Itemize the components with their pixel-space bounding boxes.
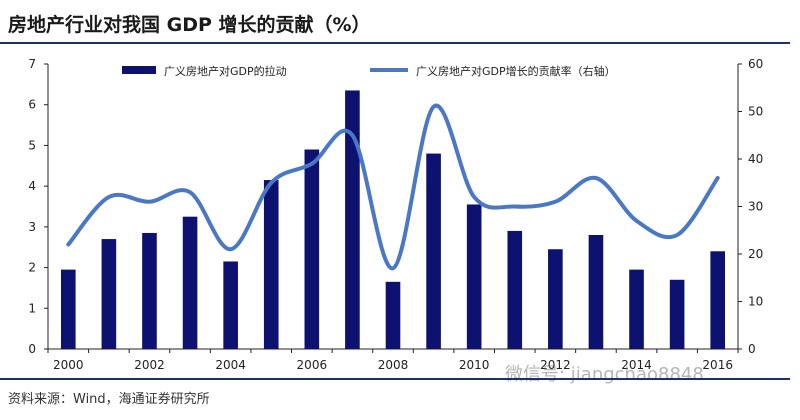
right-tick-label: 50 <box>748 105 763 119</box>
bar <box>426 153 441 349</box>
bar <box>101 239 117 349</box>
bar <box>223 261 238 349</box>
left-tick-label: 0 <box>28 342 36 356</box>
bar <box>385 281 401 349</box>
left-tick-label: 2 <box>28 261 36 275</box>
source-note: 资料来源：Wind，海通证券研究所 <box>8 392 210 407</box>
bar <box>142 232 157 349</box>
bar <box>669 279 685 349</box>
right-tick-label: 20 <box>748 247 763 261</box>
right-tick-label: 10 <box>748 295 763 309</box>
bar <box>466 204 482 349</box>
right-tick-label: 40 <box>748 152 763 166</box>
left-tick-label: 6 <box>28 98 36 112</box>
x-tick-label: 2012 <box>540 358 571 372</box>
title-rule <box>0 42 790 44</box>
legend-line-label: 广义房地产对GDP增长的贡献率（右轴） <box>416 64 616 78</box>
right-tick-label: 60 <box>748 57 763 71</box>
bar <box>507 230 523 349</box>
x-axis-ticks: 2000 2002 2004 2006 2008 2010 2012 2014 2016 <box>47 349 739 372</box>
left-tick-label: 1 <box>28 301 36 315</box>
x-tick-label: 2000 <box>53 358 84 372</box>
line-series <box>66 103 720 271</box>
x-tick-label: 2006 <box>297 358 328 372</box>
x-tick-label: 2010 <box>459 358 490 372</box>
legend-bar-swatch <box>122 66 156 74</box>
right-axis-ticks: 0 10 20 30 40 50 60 <box>738 57 763 356</box>
bar <box>345 90 360 349</box>
left-tick-label: 5 <box>28 138 36 152</box>
bar <box>182 216 198 349</box>
bar <box>548 249 563 349</box>
chart: 2000 2002 2004 2006 2008 2010 2012 2014 2016 012… <box>28 57 763 372</box>
bar <box>263 180 279 349</box>
x-tick-label: 2016 <box>702 358 733 372</box>
bar <box>60 269 76 349</box>
right-tick-label: 30 <box>748 200 763 214</box>
right-tick-label: 0 <box>748 342 756 356</box>
contribution-rate-line <box>66 103 720 271</box>
chart-title: 房地产行业对我国 GDP 增长的贡献（%） <box>8 14 371 36</box>
bar <box>304 149 320 349</box>
bar <box>629 269 644 349</box>
left-tick-label: 3 <box>28 220 36 234</box>
left-axis-ticks: 0 1 2 3 4 5 6 7 <box>28 57 48 356</box>
bar <box>710 251 726 349</box>
x-tick-label: 2008 <box>378 358 409 372</box>
bottom-rule <box>0 378 790 380</box>
left-tick-label: 4 <box>28 179 36 193</box>
legend: 广义房地产对GDP的拉动 广义房地产对GDP增长的贡献率（右轴） <box>122 64 616 78</box>
x-tick-label: 2014 <box>621 358 652 372</box>
legend-bar-label: 广义房地产对GDP的拉动 <box>164 64 287 78</box>
left-tick-label: 7 <box>28 57 36 71</box>
bar-series <box>60 90 726 349</box>
bar <box>588 235 604 349</box>
x-tick-label: 2002 <box>134 358 165 372</box>
watermark: 微信号: jiangchao8848 <box>505 364 704 385</box>
x-tick-label: 2004 <box>215 358 246 372</box>
